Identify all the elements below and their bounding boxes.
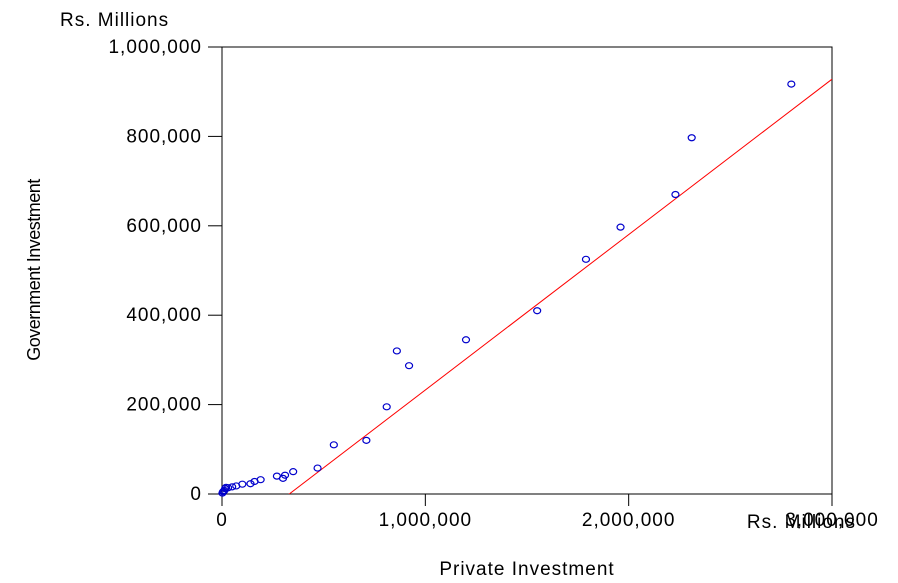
data-point [256,476,265,484]
data-point [228,483,237,491]
y-tick-label: 0 [190,484,202,505]
data-point [404,362,414,370]
x-tick-label: 2,000,000 [582,510,676,531]
data-point [581,255,591,263]
data-point [392,347,401,355]
fit-line [288,78,832,494]
data-point [313,464,322,472]
data-point [671,190,680,199]
points-layer [218,80,796,497]
data-point [280,471,290,479]
data-point [533,307,542,315]
fit-line-layer [288,78,832,494]
y-tick-label: 400,000 [126,305,202,326]
data-point [461,336,471,344]
data-point [246,480,255,488]
data-point [289,468,298,476]
y-tick-label: 200,000 [126,395,202,416]
data-point [224,484,233,492]
y-ticks: 0 200,000 400,000 600,000 800,000 1,000,000 [108,37,222,505]
data-point [616,223,625,231]
x-axis-title: Private Investment [439,559,614,580]
y-tick-label: 1,000,000 [108,37,202,58]
x-unit-label: Rs. Millions [747,512,856,533]
y-axis-title: Government Investment [24,179,44,361]
x-tick-label: 3,000,000 [785,510,879,531]
data-point [329,441,338,449]
x-tick-label: 1,000,000 [379,510,473,531]
x-ticks: 0 1,000,000 2,000,000 3,000,000 [216,494,879,531]
data-point [382,403,391,411]
y-unit-label: Rs. Millions [60,10,169,31]
data-point [362,436,371,444]
plot-frame [221,46,833,495]
y-tick-label: 800,000 [126,126,202,147]
data-point [238,480,247,488]
data-point [787,80,796,88]
data-point [687,134,696,142]
y-tick-label: 600,000 [126,216,202,237]
x-tick-label: 0 [216,510,228,531]
